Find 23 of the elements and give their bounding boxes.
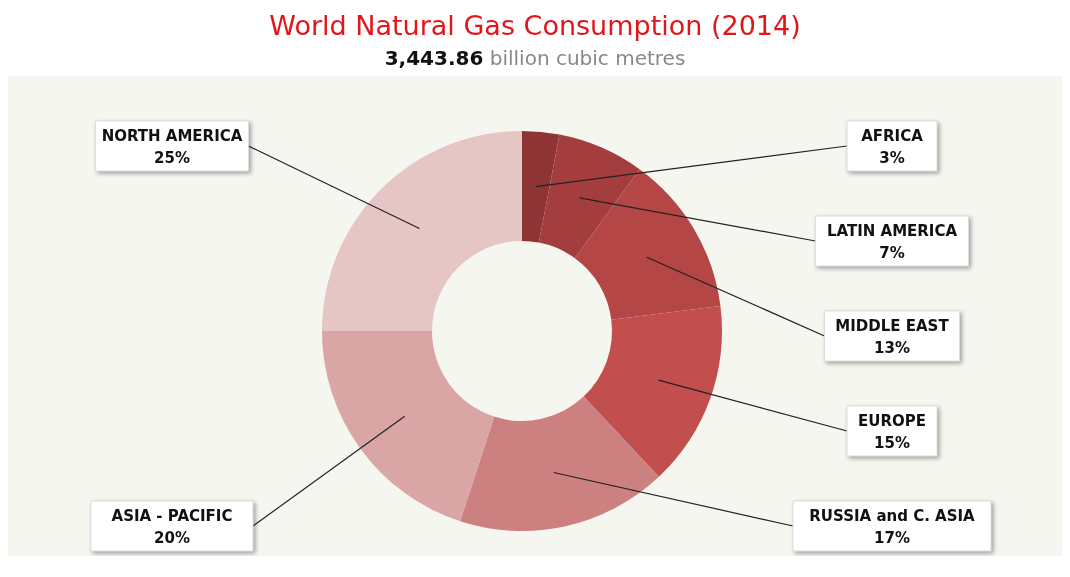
donut-slice	[322, 131, 522, 331]
slice-label: RUSSIA and C. ASIA	[809, 507, 976, 525]
data-label: 15%	[874, 434, 910, 452]
donut-slice	[538, 134, 640, 259]
donut-slice	[460, 396, 659, 531]
data-label: 20%	[154, 529, 190, 547]
donut-slice	[522, 131, 560, 243]
chart-title: World Natural Gas Consumption (2014)	[268, 9, 802, 43]
slice-label: AFRICA	[861, 127, 924, 145]
slice-label: EUROPE	[858, 412, 926, 430]
data-label: 7%	[879, 244, 905, 262]
donut-slice	[583, 305, 722, 477]
slice-label: LATIN AMERICA	[826, 222, 958, 240]
data-label: 17%	[874, 529, 910, 547]
chart-subtitle: 3,443.86 billion cubic metres	[384, 46, 686, 70]
slice-label: MIDDLE EAST	[835, 317, 950, 335]
slice-label: ASIA - PACIFIC	[111, 507, 233, 525]
data-label: 13%	[874, 339, 910, 357]
data-label: 3%	[879, 149, 905, 167]
data-label: 25%	[154, 149, 190, 167]
donut-slice	[574, 169, 721, 320]
donut-slice	[322, 331, 495, 522]
slice-label: NORTH AMERICA	[101, 127, 243, 145]
